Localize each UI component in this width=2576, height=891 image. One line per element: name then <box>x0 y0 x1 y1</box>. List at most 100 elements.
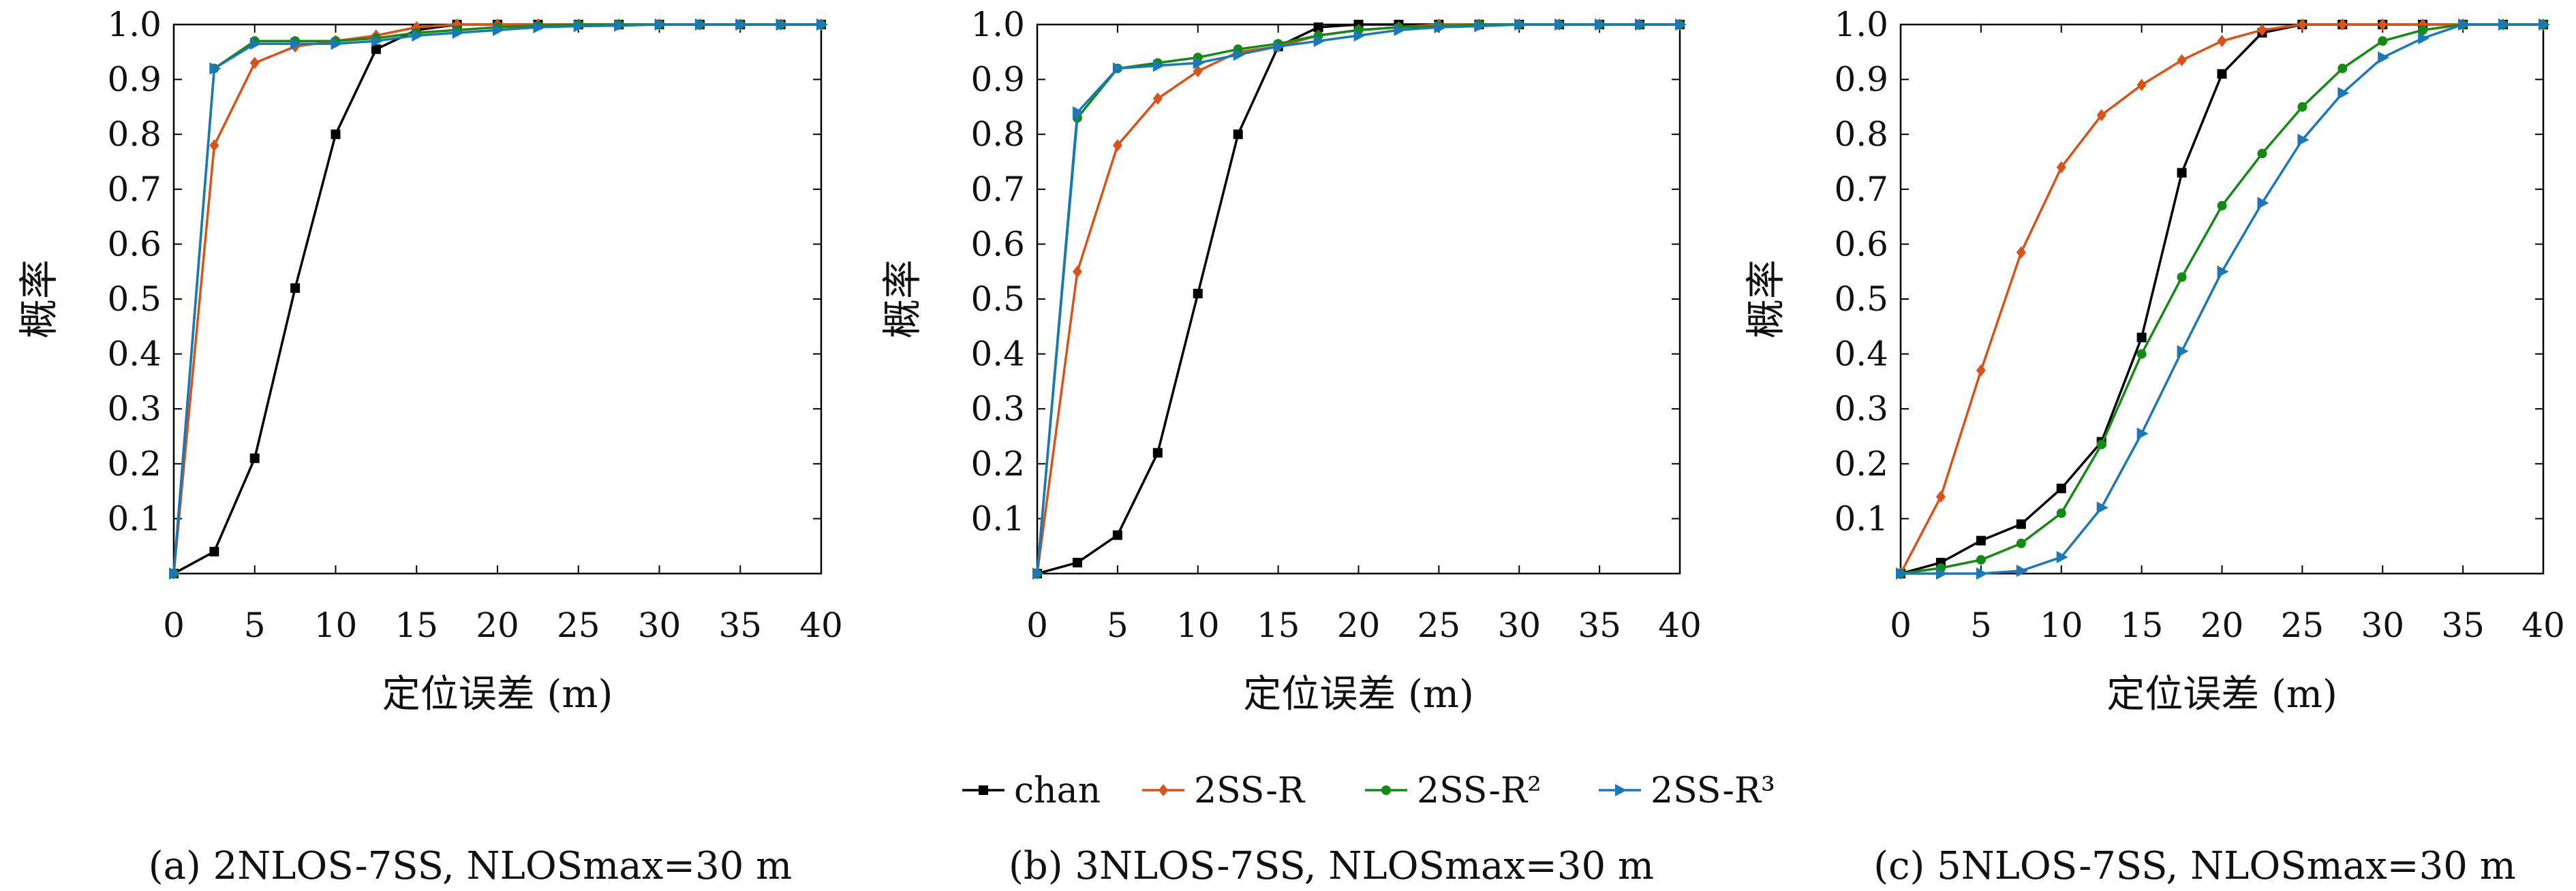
data-point-2ss-r3 <box>1273 40 1285 53</box>
x-tick-label: 15 <box>395 606 438 645</box>
data-point-2ss-r2 <box>2418 25 2428 35</box>
legend-label: 2SS-R³ <box>1651 770 1775 811</box>
y-tick-label: 0.9 <box>107 60 162 99</box>
series-line-2ss-r <box>1899 23 2543 574</box>
plot-frame <box>172 23 823 575</box>
y-tick-label: 0.2 <box>107 444 162 484</box>
series-2ss-r2 <box>1896 20 2548 578</box>
x-tick-label: 20 <box>476 606 519 645</box>
data-point-2ss-r3 <box>169 567 181 580</box>
data-point-2ss-r3 <box>694 18 707 31</box>
data-point-chan <box>249 453 260 463</box>
data-point-2ss-r3 <box>452 27 464 40</box>
data-point-2ss-r3 <box>1434 21 1446 34</box>
legend-label: chan <box>1014 770 1101 811</box>
data-point-chan <box>1193 288 1203 298</box>
series-2ss-r <box>1896 18 2548 580</box>
data-point-chan <box>209 546 219 557</box>
data-point-chan <box>2177 168 2187 178</box>
x-tick-label: 40 <box>2521 606 2565 645</box>
data-point-2ss-r <box>1935 490 1946 503</box>
data-point-2ss-r3 <box>412 29 424 42</box>
data-point-2ss-r <box>2337 18 2348 31</box>
data-point-2ss-r3 <box>1193 57 1205 69</box>
data-point-2ss-r2 <box>2257 148 2267 159</box>
data-point-2ss-r3 <box>1554 18 1567 31</box>
legend-marker <box>1381 785 1391 795</box>
series-2ss-r3 <box>169 18 828 580</box>
x-tick-label: 35 <box>1578 606 1621 645</box>
x-tick-label: 35 <box>2441 606 2485 645</box>
series-line-2ss-r2 <box>1036 23 1680 574</box>
y-tick-label: 0.8 <box>970 114 1025 154</box>
data-point-2ss-r3 <box>1896 567 1907 580</box>
data-point-2ss-r3 <box>1072 106 1084 119</box>
x-tick-label: 30 <box>1497 606 1541 645</box>
data-point-2ss-r <box>1072 265 1082 278</box>
data-point-2ss-r <box>2378 18 2388 31</box>
legend-entry-2ss-r: 2SS-R <box>1142 770 1306 811</box>
y-tick-label: 0.4 <box>970 334 1025 374</box>
data-point-2ss-r3 <box>290 37 303 50</box>
x-tick-label: 15 <box>1257 606 1300 645</box>
data-point-chan <box>2136 332 2147 343</box>
series-line-2ss-r3 <box>1901 23 2543 575</box>
x-tick-label: 20 <box>1337 606 1381 645</box>
chart-panel-1: 0.1 0.2 0.3 0.4 0.5 0.6 0.7 0.8 0.9 1.0 0 5 10 15 20 25… <box>16 5 843 888</box>
data-point-2ss-r <box>2217 35 2227 48</box>
legend-entry-chan: chan <box>962 770 1101 811</box>
data-point-2ss-r3 <box>776 18 788 31</box>
data-point-2ss-r <box>2177 54 2187 67</box>
data-point-2ss-r3 <box>533 21 545 34</box>
x-tick-label: 10 <box>314 606 358 645</box>
y-tick-label: 0.2 <box>1834 444 1888 484</box>
series-chan <box>1896 20 2548 578</box>
data-point-2ss-r3 <box>2378 51 2390 64</box>
data-point-2ss-r2 <box>2297 101 2307 112</box>
x-tick-label: 20 <box>2201 606 2244 645</box>
data-point-2ss-r3 <box>816 18 828 31</box>
data-point-2ss-r3 <box>2539 18 2550 31</box>
chart-panel-2: 0.1 0.2 0.3 0.4 0.5 0.6 0.7 0.8 0.9 1.0 0 5 10 15 20 25… <box>879 5 1702 888</box>
data-point-2ss-r3 <box>2337 87 2350 99</box>
y-tick-label: 0.1 <box>107 499 162 538</box>
y-tick-label: 0.9 <box>970 60 1025 99</box>
y-tick-label: 0.5 <box>970 279 1025 319</box>
legend-label: 2SS-R² <box>1417 770 1542 811</box>
x-tick-label: 25 <box>1417 606 1461 645</box>
data-point-chan <box>331 129 341 140</box>
legend-marker <box>1615 784 1627 796</box>
data-point-2ss-r2 <box>2217 200 2227 210</box>
x-tick-label: 30 <box>638 606 681 645</box>
x-tick-label: 30 <box>2361 606 2404 645</box>
x-tick-label: 10 <box>1176 606 1220 645</box>
data-point-2ss-r <box>2257 24 2267 37</box>
data-point-2ss-r2 <box>2136 349 2147 359</box>
x-tick-label: 5 <box>244 606 266 645</box>
x-axis-label: 定位误差 (m) <box>1243 672 1474 717</box>
x-axis-label: 定位误差 (m) <box>2106 672 2337 717</box>
legend-entry-2ss-r3: 2SS-R³ <box>1599 770 1775 811</box>
data-point-2ss-r <box>2136 78 2147 91</box>
data-point-2ss-r <box>2096 108 2106 121</box>
y-tick-label: 0.6 <box>1834 224 1888 264</box>
y-tick-label: 0.4 <box>1834 334 1888 374</box>
y-tick-label: 0.3 <box>107 389 162 428</box>
y-tick-label: 0.7 <box>970 170 1025 209</box>
data-point-2ss-r3 <box>493 24 504 37</box>
data-point-chan <box>1152 448 1163 458</box>
data-point-2ss-r3 <box>2257 196 2269 209</box>
series-chan <box>169 20 826 578</box>
series-line-chan <box>173 23 821 575</box>
y-tick-label: 0.5 <box>1834 279 1888 319</box>
data-point-2ss-r3 <box>2177 345 2189 358</box>
data-point-2ss-r <box>1976 364 1986 377</box>
legend-label: 2SS-R <box>1194 770 1306 811</box>
y-tick-label: 1.0 <box>1834 5 1888 44</box>
data-point-chan <box>290 283 301 293</box>
data-point-chan <box>1313 22 1323 33</box>
data-point-2ss-r3 <box>2458 18 2470 31</box>
data-point-2ss-r3 <box>371 35 383 48</box>
